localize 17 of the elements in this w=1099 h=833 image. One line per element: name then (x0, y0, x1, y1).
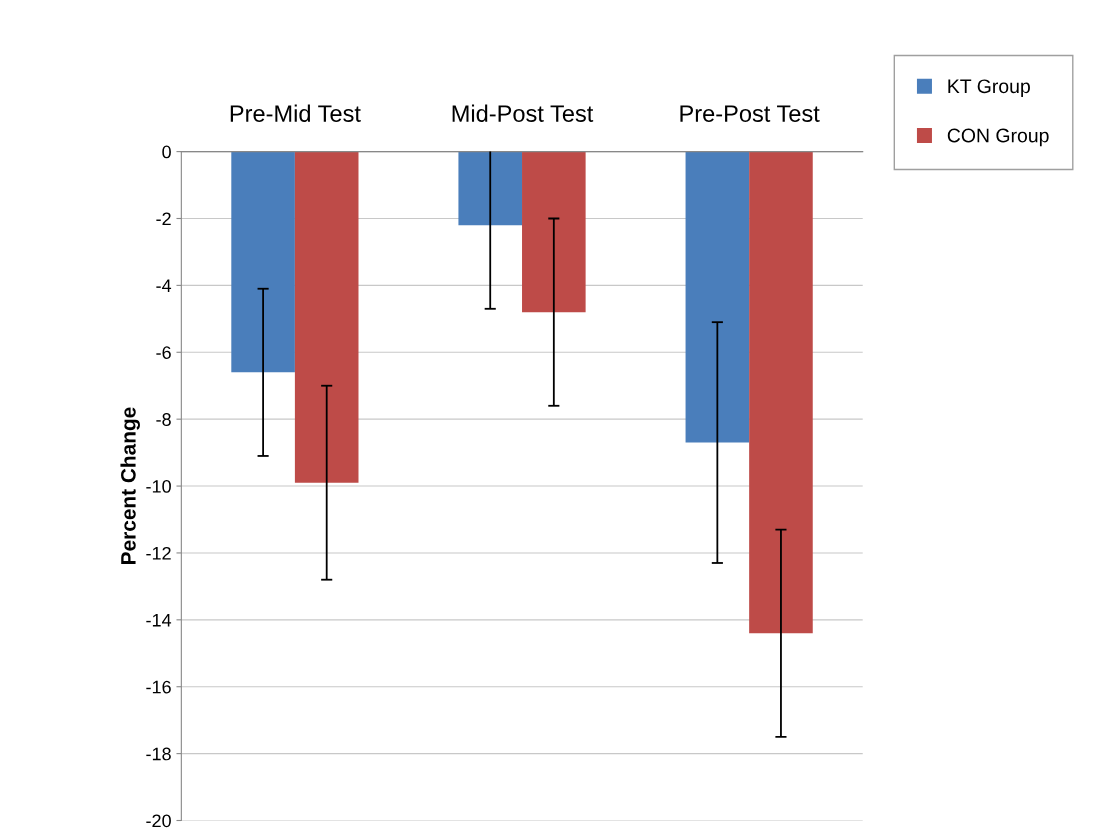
y-tick-label: -16 (146, 680, 171, 694)
y-tick-label: -10 (146, 479, 171, 493)
y-tick-label: -2 (156, 212, 171, 226)
y-tick-label: -8 (156, 413, 171, 426)
y-tick-label: -4 (156, 279, 172, 292)
legend-label: CON Group (947, 128, 1049, 147)
y-tick-label: -20 (146, 814, 171, 828)
y-tick-label: -6 (156, 346, 171, 359)
y-tick-label: -12 (146, 546, 171, 560)
y-axis-title: Percent Change (120, 407, 140, 564)
y-tick-label: -14 (146, 613, 172, 627)
x-tick-label: Mid-Post Test (452, 104, 594, 122)
y-tick-label: -18 (146, 747, 171, 761)
x-tick-label: Pre-Post Test (680, 105, 820, 122)
legend-label: KT Group (948, 79, 1030, 97)
x-tick-label: Pre-Mid Test (230, 104, 361, 122)
y-tick-label: 0 (162, 145, 171, 159)
